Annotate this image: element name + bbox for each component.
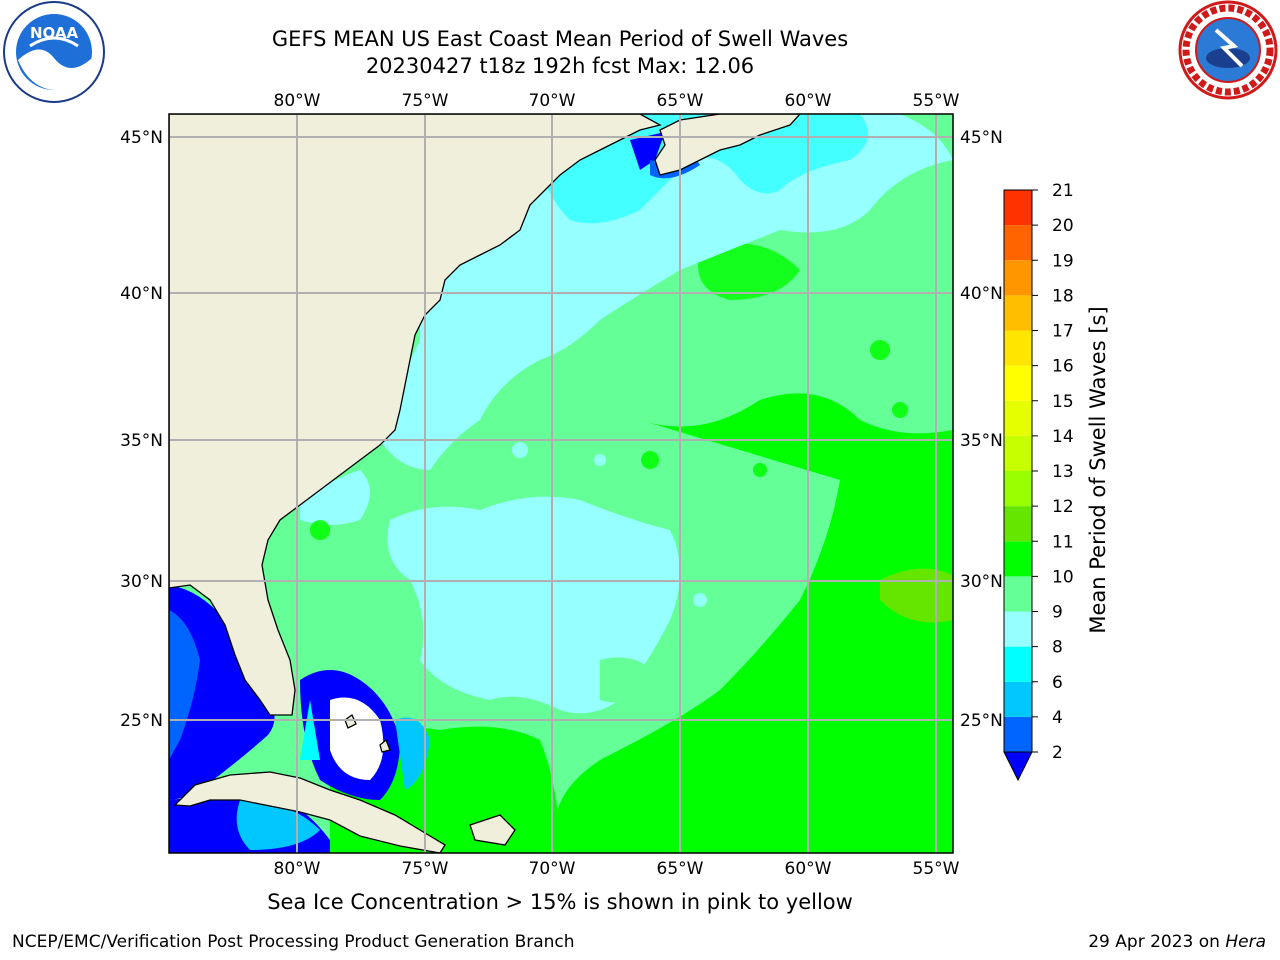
colorbar-swatch	[1004, 611, 1032, 647]
footer-credit: NCEP/EMC/Verification Post Processing Pr…	[12, 932, 575, 952]
colorbar-tick-label: 20	[1052, 216, 1074, 236]
lat-tick: 25°N	[960, 711, 1003, 731]
colorbar-swatch	[1004, 260, 1032, 296]
lon-tick: 60°W	[785, 91, 832, 111]
lon-tick: 70°W	[529, 91, 576, 111]
colorbar-tick-label: 18	[1052, 286, 1074, 306]
nws-logo-icon	[1178, 0, 1278, 100]
lat-tick: 35°N	[120, 431, 163, 451]
colorbar-swatch	[1004, 295, 1032, 331]
lat-tick: 35°N	[960, 431, 1003, 451]
lat-tick: 30°N	[960, 572, 1003, 592]
lon-tick: 80°W	[274, 91, 321, 111]
colorbar-swatch	[1004, 330, 1032, 366]
lon-tick: 55°W	[913, 859, 960, 879]
colorbar-swatch	[1004, 365, 1032, 401]
land	[169, 114, 801, 853]
colorbar-swatch	[1004, 225, 1032, 261]
colorbar-tick-label: 16	[1052, 357, 1074, 377]
lat-tick: 45°N	[960, 128, 1003, 148]
colorbar-swatch	[1004, 646, 1032, 682]
footer-date: 29 Apr 2023 on Hera	[1088, 932, 1266, 952]
chart-subtitle: 20230427 t18z 192h fcst Max: 12.06	[365, 54, 755, 78]
colorbar-tick-label: 11	[1052, 532, 1074, 552]
lat-tick: 40°N	[120, 284, 163, 304]
colorbar-tick-label: 9	[1052, 603, 1063, 623]
colorbar-swatch	[1004, 541, 1032, 577]
colorbar-swatch	[1004, 506, 1032, 542]
colorbar-swatch	[1004, 471, 1032, 507]
colorbar-swatch	[1004, 435, 1032, 471]
lon-tick: 65°W	[657, 91, 704, 111]
svg-text:NOAA: NOAA	[30, 24, 79, 42]
colorbar-extend-min	[1003, 751, 1033, 782]
footer-date-text: 29 Apr 2023 on	[1088, 932, 1220, 952]
colorbar-tick-label: 13	[1052, 462, 1074, 482]
noaa-logo-icon: NOAA	[3, 1, 105, 103]
colorbar-tick-label: 14	[1052, 427, 1074, 447]
colorbar-tick-label: 15	[1052, 392, 1074, 412]
lat-tick: 40°N	[960, 284, 1003, 304]
colorbar-tick-label: 10	[1052, 567, 1074, 587]
colorbar-tick-label: 21	[1052, 181, 1074, 201]
sea-ice-caption: Sea Ice Concentration > 15% is shown in …	[267, 890, 853, 914]
colorbar-label: Mean Period of Swell Waves [s]	[1086, 306, 1110, 634]
lat-tick: 25°N	[120, 711, 163, 731]
lon-ticks-bottom: 80°W 75°W 70°W 65°W 60°W 55°W	[274, 859, 960, 879]
colorbar-tick-label: 17	[1052, 322, 1074, 342]
colorbar-swatch	[1004, 716, 1032, 752]
footer-host: Hera	[1225, 932, 1266, 952]
colorbar-swatch	[1004, 400, 1032, 436]
colorbar-tick-label: 19	[1052, 251, 1074, 271]
lon-tick: 70°W	[529, 859, 576, 879]
colorbar-swatch	[1004, 681, 1032, 717]
lat-tick: 30°N	[120, 572, 163, 592]
colorbar-tick-label: 6	[1052, 673, 1063, 693]
lat-tick: 45°N	[120, 128, 163, 148]
graticule	[169, 114, 953, 853]
lon-tick: 65°W	[657, 859, 704, 879]
map-frame	[168, 113, 954, 854]
lat-ticks-right: 45°N 40°N 35°N 30°N 25°N	[960, 128, 1003, 731]
lon-tick: 80°W	[274, 859, 321, 879]
chart-title: GEFS MEAN US East Coast Mean Period of S…	[271, 27, 849, 51]
colorbar-tick-label: 12	[1052, 497, 1074, 517]
colorbar-swatch	[1004, 576, 1032, 612]
colorbar: 2 4 6 8 9 10 11 12 13 14 15 16 17 18 19 20 21	[1003, 181, 1074, 782]
lon-tick: 75°W	[402, 859, 449, 879]
lon-tick: 55°W	[913, 91, 960, 111]
lon-ticks-top: 80°W 75°W 70°W 65°W 60°W 55°W	[274, 91, 960, 111]
colorbar-swatch	[1004, 190, 1032, 226]
colorbar-tick-label: 8	[1052, 638, 1063, 658]
lon-tick: 60°W	[785, 859, 832, 879]
lon-tick: 75°W	[402, 91, 449, 111]
colorbar-tick-label: 4	[1052, 708, 1063, 728]
lat-ticks-left: 45°N 40°N 35°N 30°N 25°N	[120, 128, 163, 731]
colorbar-tick-label: 2	[1052, 743, 1063, 763]
